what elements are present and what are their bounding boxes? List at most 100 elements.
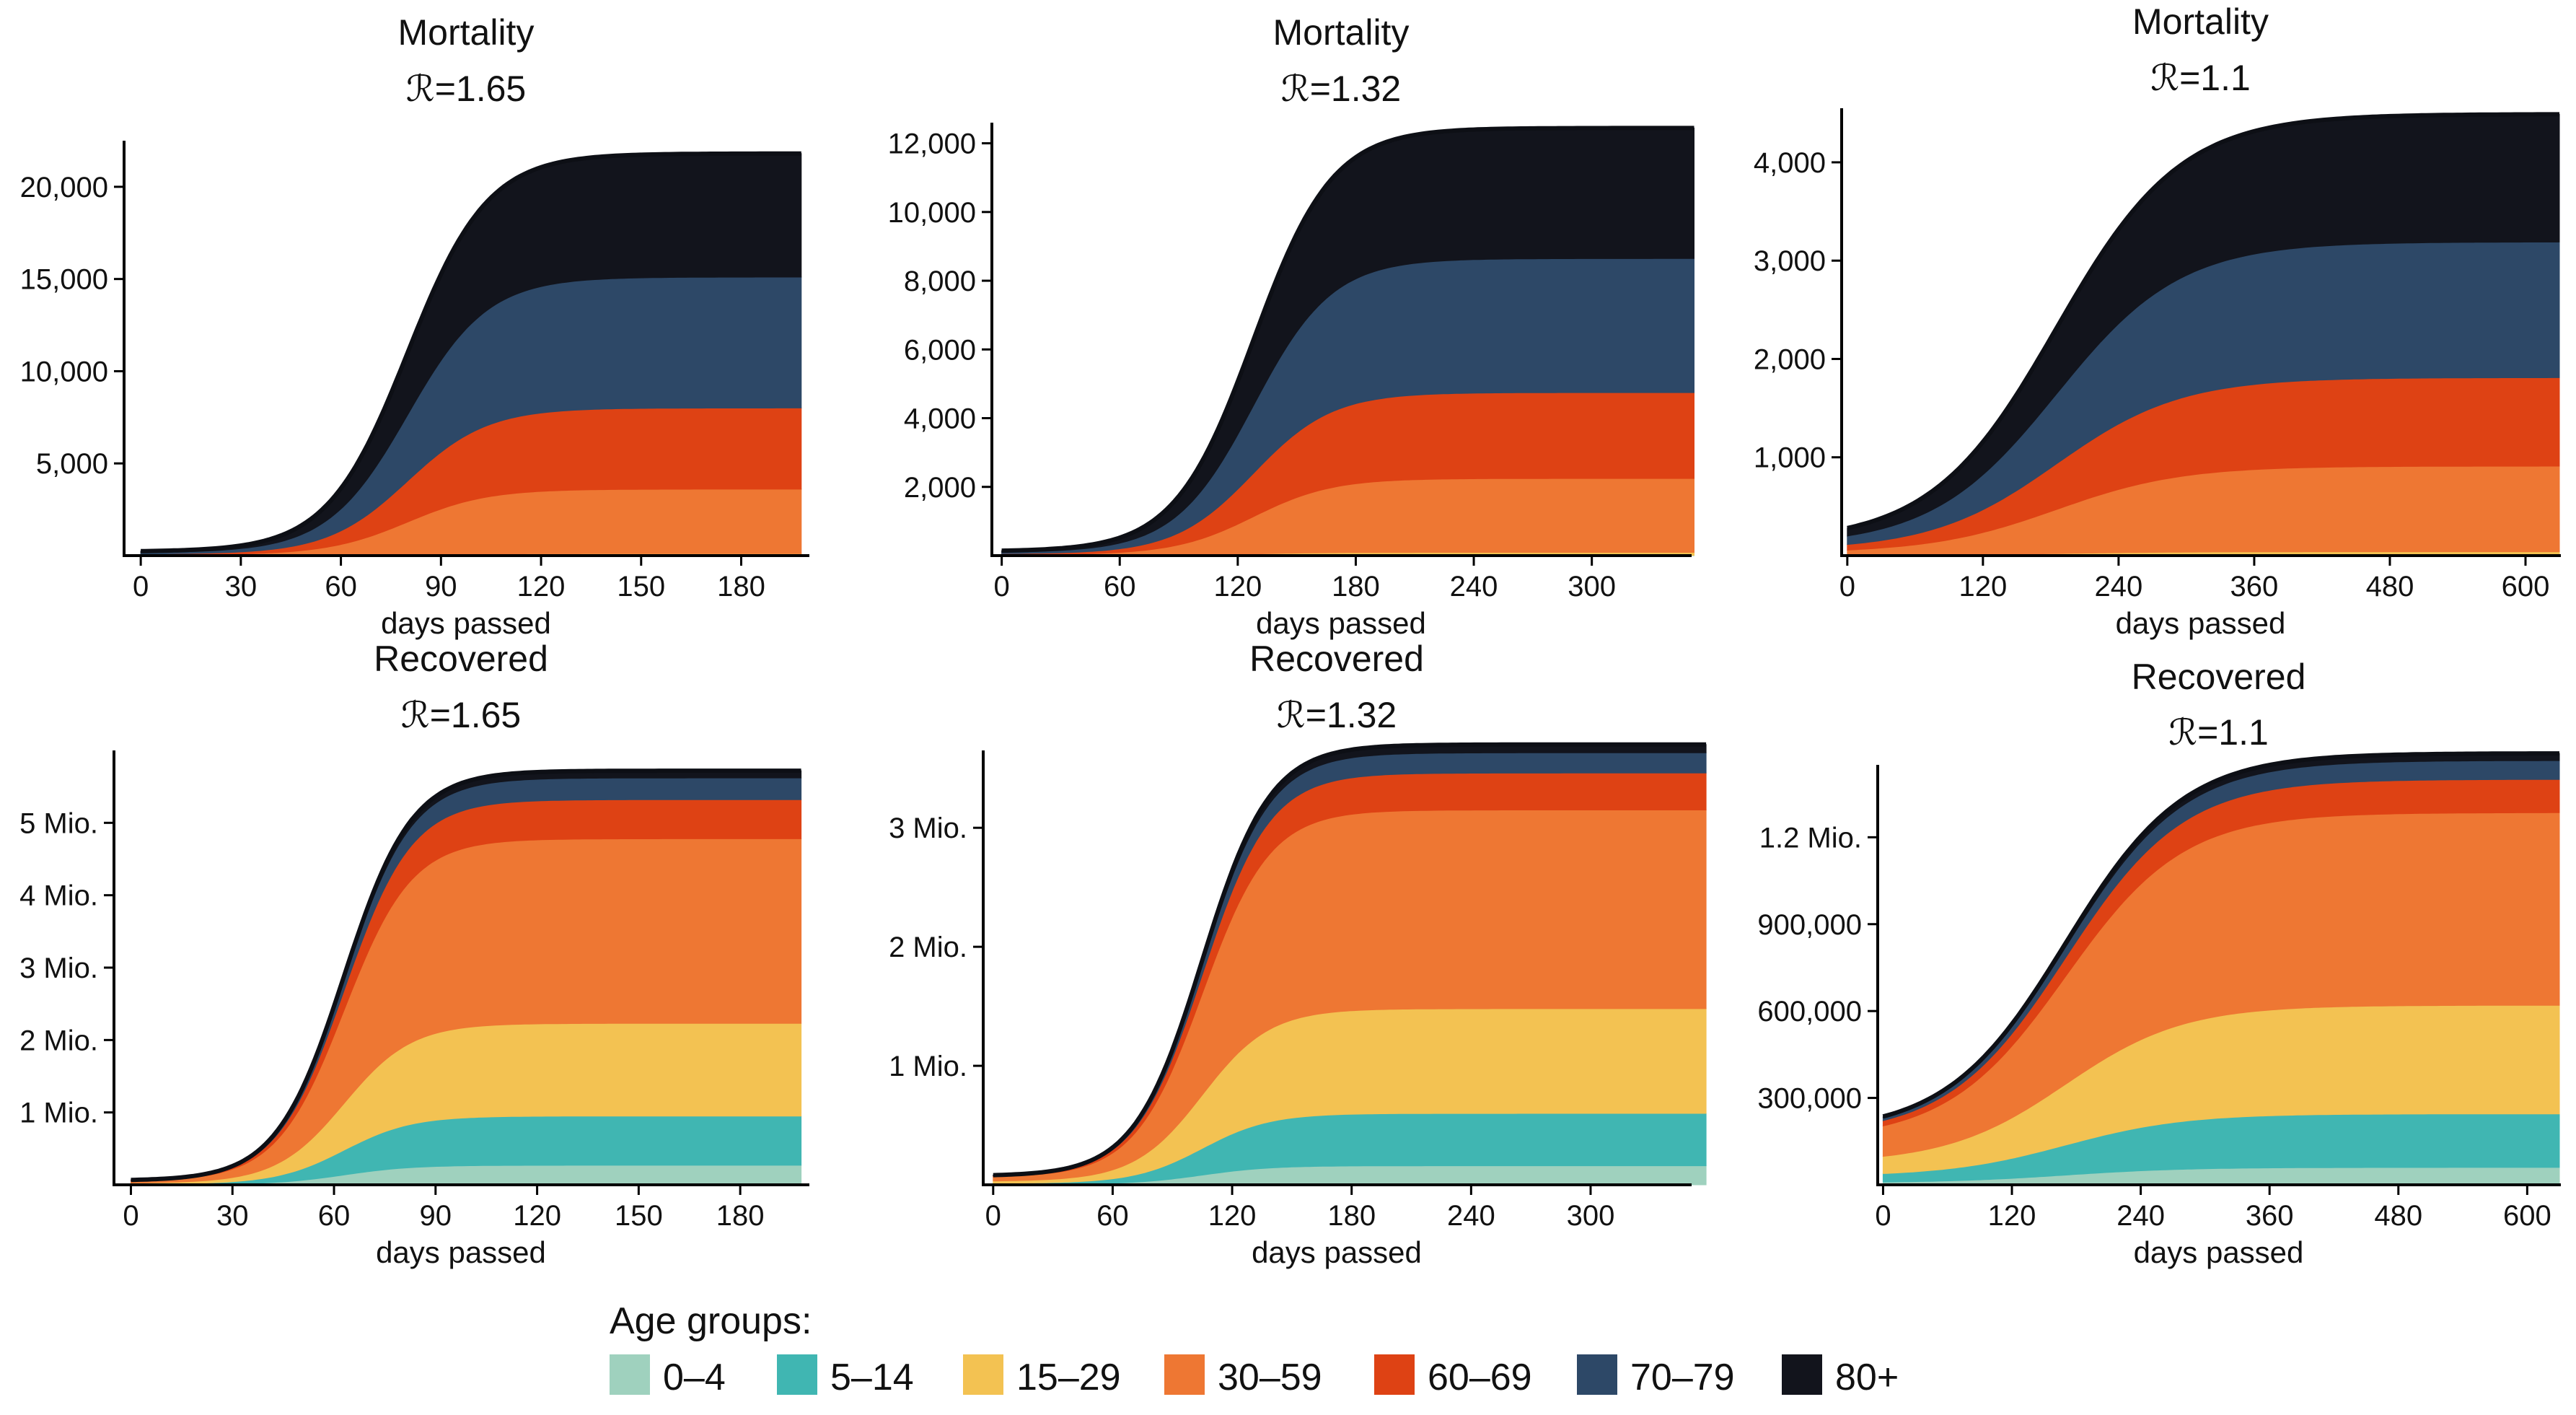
panel-title: Mortality [1273,12,1410,53]
y-tick-label: 6,000 [904,334,976,366]
y-tick-label: 3 Mio. [889,812,967,844]
y-tick-label: 3 Mio. [19,952,98,984]
x-axis-label: days passed [381,606,551,640]
x-tick-label: 180 [1332,571,1380,603]
x-tick-label: 60 [318,1200,351,1232]
panel-subtitle: ℛ=1.65 [401,695,521,735]
y-tick-label: 1 Mio. [889,1051,967,1082]
legend-title: Age groups: [610,1300,812,1342]
panel-5: Recovered ℛ=1.32 0 60 120 180 240 300 1 Mio. 2 Mi… [889,639,1707,1269]
legend-label: 0–4 [663,1357,726,1398]
legend-label: 60–69 [1428,1357,1532,1398]
y-tick-label: 5 Mio. [19,807,98,839]
legend-swatch [1164,1354,1205,1395]
panel-4: Recovered ℛ=1.65 0 30 60 90 120 150 180 1 Mio. 2 M… [19,639,809,1269]
y-tick-label: 2 Mio. [889,932,967,963]
x-tick-label: 0 [1839,571,1855,603]
total-outline [131,768,801,1183]
y-tick-label: 2,000 [904,472,976,504]
x-tick-label: 0 [985,1200,1001,1232]
x-tick-label: 300 [1568,571,1616,603]
x-tick-label: 180 [716,1200,765,1232]
y-tick-label: 10,000 [20,356,108,387]
y-tick-label: 10,000 [888,197,976,229]
total-outline [1847,112,2559,530]
legend-label: 70–79 [1630,1357,1735,1398]
x-tick-label: 90 [420,1200,452,1232]
x-tick-label: 360 [2230,571,2279,603]
panel-title: Recovered [1249,639,1424,679]
panel-2: Mortality ℛ=1.32 0 60 120 180 240 300 2,000 4,000… [888,12,1694,640]
x-tick-label: 0 [123,1200,139,1232]
legend-label: 5–14 [830,1357,914,1398]
x-tick-label: 120 [1208,1200,1257,1232]
x-tick-label: 480 [2374,1200,2422,1232]
x-axis-label: days passed [376,1235,546,1269]
x-tick-label: 30 [216,1200,249,1232]
total-outline [141,151,801,553]
y-tick-label: 1 Mio. [19,1098,98,1129]
y-tick-label: 5,000 [36,448,108,480]
panel-subtitle: ℛ=1.32 [1281,69,1401,109]
total-outline [1001,126,1694,553]
x-tick-label: 120 [1959,571,2007,603]
x-tick-label: 0 [133,571,149,603]
y-tick-label: 15,000 [20,264,108,296]
legend-swatch [1782,1354,1822,1395]
x-axis-label: days passed [1256,606,1426,640]
x-axis-label: days passed [1252,1235,1422,1269]
legend: Age groups: 0–4 5–14 15–29 30–59 60–69 70–79 80… [610,1300,1899,1398]
total-outline [993,742,1707,1178]
y-tick-label: 900,000 [1757,909,1862,941]
y-tick-label: 8,000 [904,266,976,297]
x-axis-label: days passed [2116,606,2286,640]
y-tick-label: 4,000 [1754,147,1826,179]
x-tick-label: 600 [2503,1200,2551,1232]
panel-subtitle: ℛ=1.1 [2150,58,2251,98]
legend-label: 80+ [1835,1357,1899,1398]
legend-swatch [963,1354,1003,1395]
y-tick-label: 4,000 [904,403,976,435]
x-tick-label: 120 [1988,1200,2036,1232]
panel-subtitle: ℛ=1.1 [2168,712,2269,753]
x-tick-label: 360 [2246,1200,2294,1232]
legend-swatch [1577,1354,1617,1395]
legend-swatch [610,1354,650,1395]
x-tick-label: 90 [425,571,457,603]
total-outline [1882,751,2559,1119]
panel-subtitle: ℛ=1.32 [1277,695,1397,735]
x-tick-label: 150 [617,571,665,603]
x-axis-label: days passed [2134,1235,2304,1269]
x-tick-label: 60 [325,571,357,603]
y-tick-label: 300,000 [1757,1083,1862,1115]
x-tick-label: 0 [994,571,1010,603]
x-tick-label: 180 [717,571,765,603]
legend-swatch [1374,1354,1415,1395]
x-tick-label: 240 [1450,571,1498,603]
y-tick-label: 2 Mio. [19,1025,98,1056]
x-tick-label: 120 [513,1200,561,1232]
x-tick-label: 120 [517,571,566,603]
x-tick-label: 300 [1567,1200,1615,1232]
panel-title: Mortality [2132,1,2269,42]
x-tick-label: 120 [1213,571,1262,603]
panel-1: Mortality ℛ=1.65 0 30 60 90 120 150 180 5,000 10,0… [20,12,809,640]
x-tick-label: 150 [615,1200,663,1232]
legend-label: 15–29 [1016,1357,1121,1398]
panel-title: Mortality [398,12,535,53]
panel-subtitle: ℛ=1.65 [406,69,526,109]
y-tick-label: 3,000 [1754,245,1826,277]
x-tick-label: 240 [2116,1200,2165,1232]
panel-6: Recovered ℛ=1.1 0 120 240 360 480 600 300,000 600… [1757,657,2561,1269]
x-tick-label: 30 [225,571,258,603]
y-tick-label: 4 Mio. [19,880,98,912]
legend-swatch [777,1354,817,1395]
x-tick-label: 60 [1096,1200,1129,1232]
y-tick-label: 1.2 Mio. [1759,822,1862,854]
panel-title: Recovered [2132,657,2306,697]
x-tick-label: 240 [2095,571,2143,603]
x-tick-label: 60 [1104,571,1136,603]
y-tick-label: 20,000 [20,172,108,203]
y-tick-label: 2,000 [1754,343,1826,375]
